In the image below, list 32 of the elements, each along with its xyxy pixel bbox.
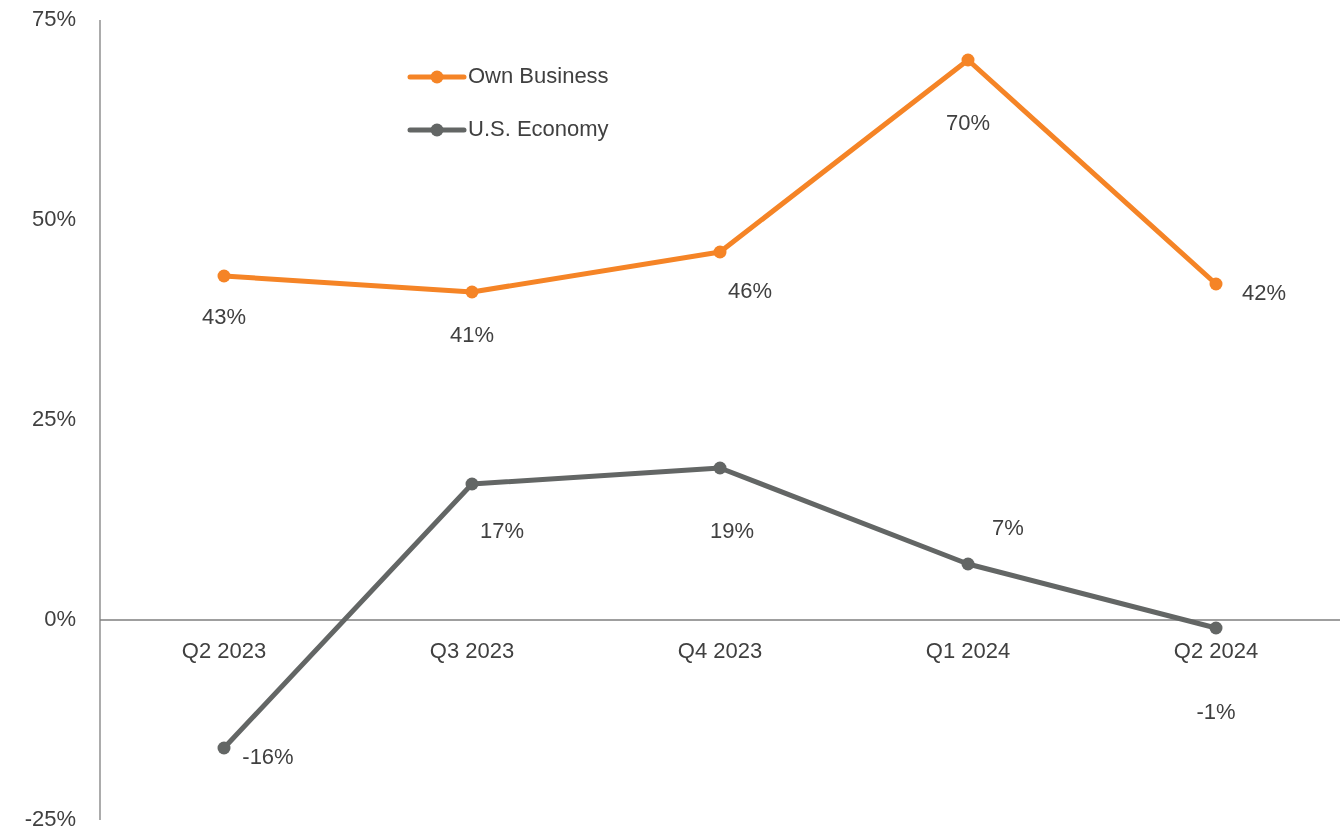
- data-label: 46%: [727, 277, 773, 303]
- point: [1209, 621, 1223, 635]
- y-tick-label: 50%: [31, 205, 76, 231]
- data-label: 41%: [449, 321, 495, 347]
- y-tick-label: -25%: [24, 805, 76, 831]
- x-tick-label: Q4 2023: [677, 637, 763, 663]
- point: [217, 269, 231, 283]
- data-label: -1%: [1196, 698, 1236, 724]
- point: [1209, 277, 1223, 291]
- data-label: 7%: [992, 514, 1024, 540]
- point: [713, 245, 727, 259]
- x-tick-label: Q2 2024: [1173, 637, 1259, 663]
- y-tick-label: 25%: [31, 405, 76, 431]
- data-label: -16%: [242, 743, 294, 769]
- y-tick-label: 0%: [44, 605, 76, 631]
- data-label: 42%: [1241, 279, 1287, 305]
- point: [465, 477, 479, 491]
- legend-label: Own Business: [468, 62, 609, 88]
- point: [465, 285, 479, 299]
- x-tick-label: Q1 2024: [925, 637, 1011, 663]
- legend-label: U.S. Economy: [468, 115, 609, 141]
- point: [961, 53, 975, 67]
- data-label: 17%: [479, 517, 525, 543]
- y-tick-label: 75%: [31, 5, 76, 31]
- point: [961, 557, 975, 571]
- x-tick-label: Q3 2023: [429, 637, 515, 663]
- data-label: 19%: [709, 517, 755, 543]
- data-label: 43%: [201, 303, 247, 329]
- x-tick-label: Q2 2023: [181, 637, 267, 663]
- point: [217, 741, 231, 755]
- point: [713, 461, 727, 475]
- data-label: 70%: [945, 109, 991, 135]
